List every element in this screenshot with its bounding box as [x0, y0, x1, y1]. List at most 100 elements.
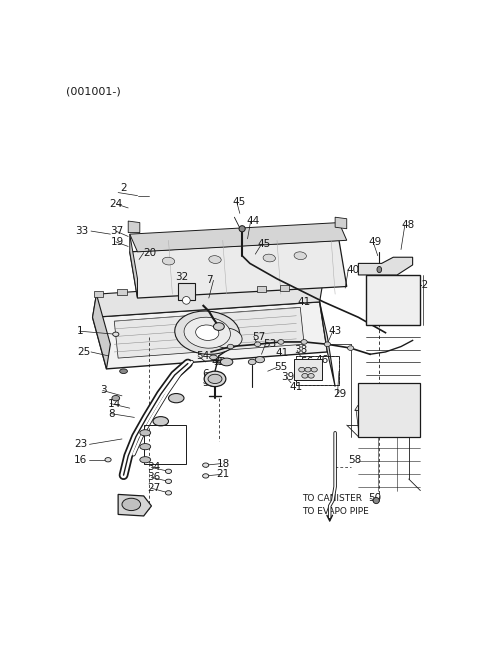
Text: 56: 56	[300, 357, 313, 367]
Text: 43: 43	[328, 326, 341, 336]
Bar	[178, 284, 195, 301]
Ellipse shape	[311, 367, 317, 372]
Bar	[280, 285, 289, 291]
Ellipse shape	[122, 498, 141, 510]
Text: 54: 54	[196, 351, 210, 361]
Ellipse shape	[373, 498, 379, 504]
Text: 44: 44	[246, 216, 259, 226]
Ellipse shape	[166, 491, 172, 495]
Text: 37: 37	[110, 226, 124, 236]
Polygon shape	[320, 302, 335, 386]
Ellipse shape	[228, 345, 234, 349]
Ellipse shape	[299, 367, 305, 372]
Ellipse shape	[140, 430, 151, 436]
Text: 21: 21	[216, 470, 230, 479]
Text: 7: 7	[206, 275, 212, 286]
Text: 48: 48	[401, 220, 414, 230]
Text: 2: 2	[120, 183, 127, 193]
Text: 50: 50	[369, 493, 382, 503]
Text: 53: 53	[263, 339, 276, 349]
Ellipse shape	[175, 311, 240, 354]
Text: 34: 34	[147, 462, 160, 472]
Ellipse shape	[377, 267, 382, 272]
Ellipse shape	[166, 469, 172, 474]
Text: 41: 41	[389, 278, 403, 288]
Text: TO CANISTER: TO CANISTER	[302, 494, 362, 503]
Ellipse shape	[162, 257, 175, 265]
Polygon shape	[118, 495, 152, 516]
Ellipse shape	[248, 359, 256, 365]
Text: 39: 39	[282, 372, 295, 383]
Polygon shape	[93, 294, 110, 369]
Bar	[144, 425, 186, 464]
Text: 41: 41	[289, 382, 303, 392]
Ellipse shape	[301, 340, 307, 345]
Bar	[257, 286, 266, 292]
Ellipse shape	[305, 367, 311, 372]
Ellipse shape	[140, 443, 151, 450]
Text: 41: 41	[276, 348, 288, 358]
Text: 49: 49	[369, 237, 382, 247]
Ellipse shape	[254, 342, 261, 346]
Text: 41: 41	[212, 357, 225, 367]
Text: TO EVAPO PIPE: TO EVAPO PIPE	[302, 507, 369, 516]
Ellipse shape	[112, 396, 120, 401]
Ellipse shape	[196, 325, 219, 341]
Text: 57: 57	[252, 331, 265, 341]
Ellipse shape	[210, 355, 217, 360]
Polygon shape	[93, 302, 327, 369]
Ellipse shape	[113, 332, 119, 337]
Ellipse shape	[204, 371, 226, 386]
Ellipse shape	[376, 269, 383, 273]
Text: 52: 52	[214, 357, 227, 367]
Polygon shape	[93, 279, 324, 317]
Text: 51: 51	[202, 378, 215, 388]
Text: 24: 24	[109, 199, 122, 209]
Ellipse shape	[278, 340, 284, 345]
Ellipse shape	[166, 479, 172, 483]
Ellipse shape	[348, 346, 354, 350]
Ellipse shape	[105, 458, 111, 462]
Text: 27: 27	[147, 483, 160, 493]
Polygon shape	[335, 217, 347, 229]
Polygon shape	[359, 257, 413, 275]
Ellipse shape	[211, 328, 242, 348]
Polygon shape	[130, 240, 347, 298]
Ellipse shape	[308, 373, 314, 378]
Ellipse shape	[184, 317, 230, 348]
Bar	[296, 356, 339, 385]
Text: 40: 40	[347, 265, 360, 274]
Ellipse shape	[302, 373, 308, 378]
Text: 16: 16	[74, 455, 87, 465]
Polygon shape	[128, 221, 140, 233]
Text: 46: 46	[316, 354, 329, 365]
Text: 3: 3	[100, 385, 107, 396]
Bar	[366, 275, 420, 325]
Ellipse shape	[239, 226, 245, 232]
Text: 19: 19	[110, 237, 124, 247]
Ellipse shape	[220, 358, 233, 365]
Bar	[117, 289, 127, 295]
Text: 25: 25	[77, 347, 90, 357]
Ellipse shape	[373, 498, 379, 503]
Text: 41: 41	[297, 297, 311, 307]
Text: 32: 32	[175, 272, 188, 282]
Bar	[294, 359, 322, 381]
Text: 41: 41	[306, 366, 320, 376]
Ellipse shape	[255, 356, 264, 363]
Ellipse shape	[153, 417, 168, 426]
Text: 55: 55	[275, 362, 288, 372]
Ellipse shape	[208, 374, 222, 384]
Text: 23: 23	[74, 440, 87, 449]
Ellipse shape	[140, 457, 151, 463]
Ellipse shape	[203, 463, 209, 467]
Text: (001001-): (001001-)	[66, 86, 121, 96]
Text: 58: 58	[348, 455, 361, 465]
Text: 36: 36	[147, 472, 160, 483]
Text: 42: 42	[415, 280, 428, 290]
Text: 29: 29	[333, 389, 346, 400]
Text: 6: 6	[204, 339, 211, 349]
Text: 1: 1	[77, 326, 84, 336]
Ellipse shape	[324, 342, 330, 346]
Text: 14: 14	[108, 398, 121, 409]
